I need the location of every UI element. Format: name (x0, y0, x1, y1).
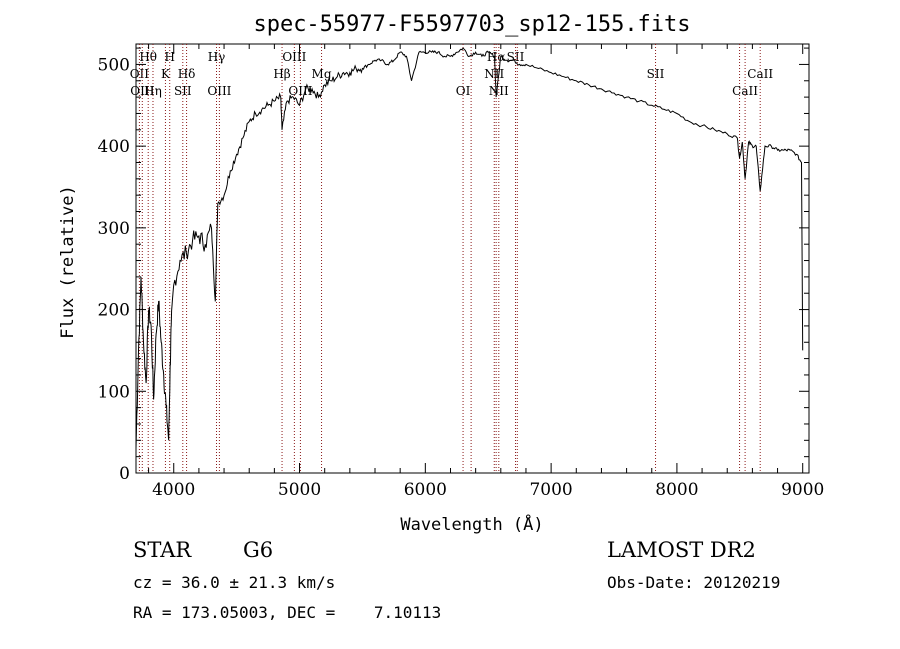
line-marker-label: Hη (144, 84, 162, 98)
line-marker-label: OI (456, 84, 471, 98)
line-marker-label: H (164, 50, 174, 64)
line-marker-label: Mg (312, 67, 332, 81)
survey-name: LAMOST DR2 (607, 538, 756, 562)
line-marker-label: OIII (207, 84, 231, 98)
chart-title: spec-55977-F5597703_sp12-155.fits (253, 12, 690, 37)
line-marker-label: OIII (130, 84, 154, 98)
line-marker-label: Hγ (208, 50, 226, 64)
line-marker-label: CaII (732, 84, 758, 98)
y-tick-label: 500 (98, 55, 130, 75)
coordinates-readout: RA = 173.05003, DEC = 7.10113 (133, 603, 442, 622)
spectrum-line (135, 47, 804, 449)
line-marker-label: Hβ (273, 67, 290, 81)
y-axis-label: Flux (relative) (58, 185, 78, 339)
observation-date: Obs-Date: 20120219 (607, 573, 781, 592)
line-marker-label: NII (484, 67, 504, 81)
y-tick-label: 200 (98, 301, 130, 321)
y-tick-label: 300 (98, 219, 130, 239)
x-tick-label: 6000 (404, 480, 447, 500)
line-marker-label: Hδ (178, 67, 196, 81)
x-tick-label: 8000 (655, 480, 698, 500)
velocity-readout: cz = 36.0 ± 21.3 km/s (133, 573, 336, 592)
line-marker-label: SII (647, 67, 665, 81)
x-tick-label: 5000 (278, 480, 321, 500)
x-axis-label: Wavelength (Å) (400, 513, 543, 535)
line-marker-label: CaII (747, 67, 773, 81)
line-marker-label: SII (174, 84, 192, 98)
y-tick-label: 100 (98, 382, 130, 402)
plot-frame (135, 43, 810, 474)
line-marker-label: OIII (282, 50, 306, 64)
line-marker-label: K (161, 67, 171, 81)
y-tick-label: 0 (119, 464, 130, 484)
x-tick-label: 4000 (152, 480, 195, 500)
line-marker-layer: OIIOIIIHθHηKHSIIHδHγOIIIHβOIIIOIIIMgOINI… (130, 44, 773, 473)
y-tick-label: 400 (98, 137, 130, 157)
object-subclass: G6 (243, 538, 274, 562)
line-marker-label: NII (489, 84, 509, 98)
x-tick-label: 9000 (781, 480, 824, 500)
line-marker-label: OII (130, 67, 150, 81)
object-class: STAR (133, 538, 192, 562)
line-marker-label: Hθ (139, 50, 157, 64)
x-tick-label: 7000 (529, 480, 572, 500)
axis-layer: 4000 5000 6000 7000 8000 9000 0 100 200 300 400 500 (98, 44, 824, 500)
